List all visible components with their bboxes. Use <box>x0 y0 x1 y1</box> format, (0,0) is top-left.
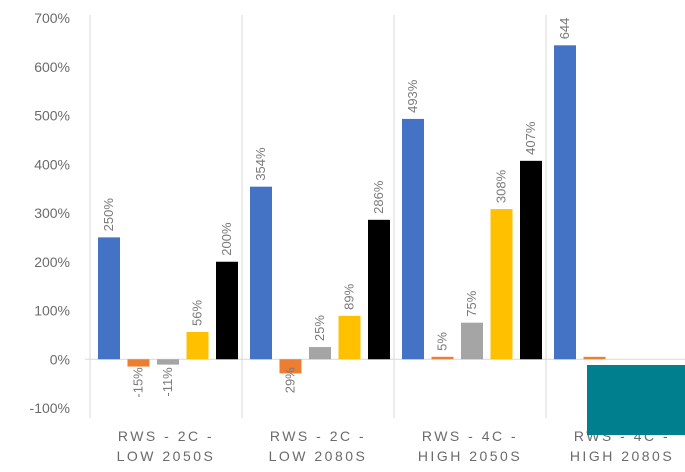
bar <box>402 118 424 360</box>
data-label: 75% <box>464 290 479 316</box>
data-label: 407% <box>523 121 538 155</box>
data-label: 354% <box>253 147 268 181</box>
data-label: 308% <box>494 169 509 203</box>
category-label: LOW 2050S <box>117 448 216 464</box>
data-label: 644 <box>557 18 572 40</box>
data-label: 286% <box>371 180 386 214</box>
bar <box>368 219 390 360</box>
data-label: -15% <box>131 367 146 398</box>
category-label: RWS - 2C - <box>118 428 214 444</box>
category-label: HIGH 2050S <box>418 448 522 464</box>
bar <box>279 359 302 374</box>
bar <box>461 322 483 360</box>
bar <box>490 209 513 360</box>
bar <box>431 356 454 360</box>
bar <box>520 160 542 360</box>
bar <box>309 347 331 360</box>
data-label: 493% <box>405 79 420 113</box>
y-tick-label: -100% <box>30 400 70 416</box>
bar <box>157 359 179 365</box>
category-label: RWS - 2C - <box>270 428 366 444</box>
y-axis: -100% 0% 100% 200% 300% 400% 500% 600% 700% <box>30 10 70 416</box>
category-label: HIGH 2080S <box>570 448 674 464</box>
overlay-box <box>587 365 685 435</box>
bar <box>250 186 272 360</box>
y-tick-label: 300% <box>34 205 70 221</box>
data-label: 250% <box>101 198 116 232</box>
category-label: LOW 2080S <box>269 448 368 464</box>
y-tick-label: 700% <box>34 10 70 26</box>
bar <box>127 359 150 367</box>
data-label: 5% <box>435 332 450 351</box>
data-label: 29% <box>283 367 298 393</box>
bar <box>216 261 238 360</box>
category-label: RWS - 4C - <box>422 428 518 444</box>
y-tick-label: 600% <box>34 59 70 75</box>
data-label: -11% <box>160 367 175 397</box>
bar <box>186 331 209 360</box>
data-label: 89% <box>342 283 357 309</box>
bar <box>583 356 606 360</box>
y-tick-label: 100% <box>34 303 70 319</box>
bars <box>98 45 606 374</box>
x-axis-categories: RWS - 2C - LOW 2050S RWS - 2C - LOW 2080S RW… <box>117 428 674 464</box>
data-label: 200% <box>219 222 234 256</box>
data-label: 56% <box>190 299 205 325</box>
y-tick-label: 0% <box>50 351 70 367</box>
data-labels: 250% -15% -11% 56% 200% 354% 29% 25% 89% 286% 493%… <box>101 18 572 398</box>
y-tick-label: 200% <box>34 254 70 270</box>
y-tick-label: 400% <box>34 156 70 172</box>
y-tick-label: 500% <box>34 108 70 124</box>
bar <box>554 45 576 360</box>
bar <box>98 237 120 360</box>
data-label: 25% <box>312 315 327 341</box>
bar <box>338 315 361 360</box>
